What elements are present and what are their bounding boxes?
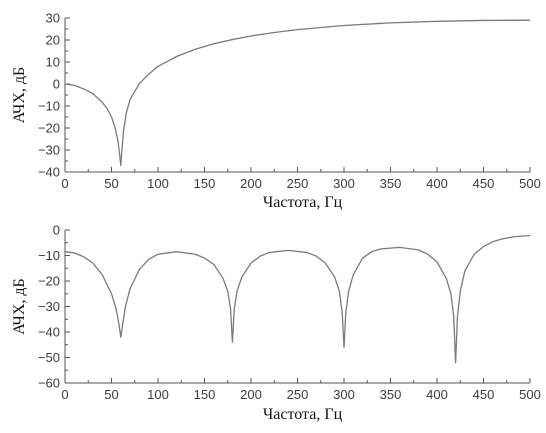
top-x-tick-label: 50: [104, 176, 118, 191]
top-x-tick-label: 150: [194, 176, 216, 191]
bottom-y-axis-label: АЧХ, дБ: [11, 278, 28, 334]
bottom-x-tick-label: 300: [333, 387, 355, 402]
top-x-tick-label: 0: [61, 176, 68, 191]
top-y-tick-label: 20: [46, 33, 60, 48]
chart-bottom: 0 50 100 150 200 250 300 350 400 450 500 −60 −50 −40 −…: [11, 223, 541, 424]
bottom-y-tick-label: −30: [38, 299, 60, 314]
bottom-x-tick-label: 0: [61, 387, 68, 402]
bottom-y-tick-label: −40: [38, 325, 60, 340]
top-y-axis-label: АЧХ, дБ: [11, 67, 28, 123]
bottom-y-tick-label: 0: [53, 223, 60, 238]
bottom-y-tick-label: −60: [38, 376, 60, 391]
top-x-tick-label: 350: [380, 176, 402, 191]
top-series-line: [64, 19, 531, 167]
top-x-tick-label: 400: [426, 176, 448, 191]
top-y-tick-label: −40: [38, 165, 60, 180]
bottom-x-tick-label: 250: [287, 387, 309, 402]
bottom-x-tick-label: 450: [473, 387, 495, 402]
top-y-tick-label: 10: [46, 55, 60, 70]
top-y-tick-label: −20: [38, 121, 60, 136]
bottom-x-tick-label: 150: [194, 387, 216, 402]
top-x-tick-label: 100: [147, 176, 169, 191]
top-y-tick-label: 0: [53, 77, 60, 92]
bottom-x-tick-label: 350: [380, 387, 402, 402]
bottom-y-tick-label: −50: [38, 350, 60, 365]
chart-top: 0 50 100 150 200 250 300 350 400 450 500−40−30−20−…: [11, 11, 541, 212]
top-y-tick-label: −10: [38, 99, 60, 114]
bottom-x-tick-label: 200: [240, 387, 262, 402]
bottom-x-tick-label: 100: [147, 387, 169, 402]
bottom-x-tick-label: 50: [104, 387, 118, 402]
bottom-x-tick-label: 400: [426, 387, 448, 402]
top-x-tick-label: 500: [519, 176, 541, 191]
top-x-tick-label: 250: [287, 176, 309, 191]
top-x-tick-label: 300: [333, 176, 355, 191]
top-y-tick-label: −30: [38, 143, 60, 158]
top-y-tick-label: 30: [46, 11, 60, 26]
bottom-y-tick-label: −20: [38, 274, 60, 289]
bottom-series-line: [64, 234, 531, 364]
bottom-x-tick-label: 500: [519, 387, 541, 402]
bottom-x-axis-label: Частота, Гц: [263, 406, 343, 423]
top-x-axis-label: Частота, Гц: [263, 194, 343, 211]
bottom-y-tick-label: −10: [38, 248, 60, 263]
top-x-tick-label: 450: [473, 176, 495, 191]
top-x-tick-label: 200: [240, 176, 262, 191]
